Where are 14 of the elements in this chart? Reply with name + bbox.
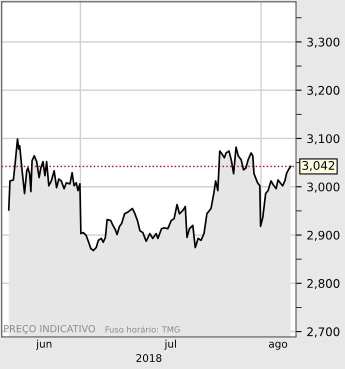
y-tick-label: 3,000 — [307, 182, 340, 193]
y-tick-label: 3,300 — [307, 38, 340, 48]
y-tick-label: 2,800 — [307, 279, 340, 290]
y-tick-label: 3,100 — [307, 134, 340, 144]
y-tick-label: 2,900 — [307, 230, 340, 241]
x-tick-label: jul — [164, 340, 176, 350]
annotation: PREÇO INDICATIVO — [4, 324, 96, 334]
x-tick-label: jun — [36, 340, 52, 350]
x-tick-label: ago — [268, 342, 288, 350]
y-tick-label: 2,700 — [307, 327, 340, 338]
annotation: Fuso horário: TMG — [106, 326, 180, 333]
y-tick-label: 3,200 — [307, 86, 340, 96]
x-axis-title: 2018 — [136, 354, 162, 362]
ref-line-label: 3,042 — [302, 160, 334, 172]
